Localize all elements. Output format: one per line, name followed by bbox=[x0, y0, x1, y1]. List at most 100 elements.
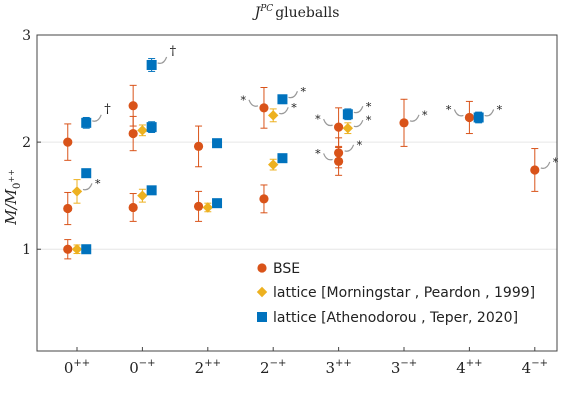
data-point bbox=[399, 118, 409, 128]
data-point bbox=[464, 112, 474, 123]
data-point bbox=[71, 244, 83, 255]
data-point bbox=[193, 141, 204, 152]
x-axis-ticks: 0++ 0−+ 2++ 2−+ 3++ 3−+ 4++ 4−+ bbox=[64, 347, 548, 377]
chart-title-rest: glueballs bbox=[275, 5, 339, 21]
chart-title-main: J bbox=[252, 5, 262, 21]
data-point bbox=[334, 122, 344, 132]
annotation-leader bbox=[540, 161, 551, 169]
y-axis-label-sub-superscript: ++ bbox=[7, 169, 16, 182]
annotation-mark: * bbox=[357, 139, 363, 152]
legend-item: lattice [Morningstar , Peardon , 1999] bbox=[256, 285, 535, 301]
annotation-leader bbox=[82, 183, 93, 191]
data-point bbox=[137, 125, 148, 136]
x-tick-label: 4++ bbox=[456, 358, 482, 377]
data-point bbox=[128, 128, 138, 139]
y-tick-label: 2 bbox=[22, 135, 31, 151]
data-point bbox=[193, 201, 204, 211]
grid-lines bbox=[37, 141, 557, 250]
legend: BSE lattice [Morningstar , Peardon , 1999… bbox=[256, 261, 535, 326]
legend-label: BSE bbox=[273, 261, 300, 277]
legend-marker bbox=[257, 312, 267, 322]
annotation-mark: * bbox=[553, 156, 559, 169]
data-point bbox=[63, 203, 73, 214]
annotation-leader bbox=[279, 107, 289, 115]
legend-marker bbox=[256, 286, 268, 298]
annotation-mark: † bbox=[104, 102, 111, 117]
data-points: **** * *****††** * bbox=[63, 44, 559, 260]
x-tick-label: 4−+ bbox=[522, 358, 548, 377]
annotation-mark: * bbox=[240, 94, 246, 107]
data-point bbox=[342, 109, 353, 120]
annotation-leader bbox=[409, 114, 420, 122]
data-point bbox=[202, 202, 213, 213]
y-tick-label: 3 bbox=[22, 28, 31, 44]
data-point bbox=[146, 59, 157, 70]
annotation-mark: * bbox=[291, 101, 297, 114]
annotation-leader bbox=[344, 144, 355, 152]
annotation-leader bbox=[353, 119, 364, 128]
x-tick-label: 0−+ bbox=[129, 358, 155, 377]
data-point bbox=[342, 122, 354, 134]
x-tick-label: 2−+ bbox=[260, 358, 286, 377]
x-tick-label: 2++ bbox=[195, 358, 221, 377]
data-point bbox=[63, 244, 73, 254]
annotation-leader bbox=[157, 56, 168, 64]
annotation-mark: † bbox=[170, 44, 177, 59]
annotation-leader bbox=[248, 99, 259, 107]
y-axis-label-subscript: 0 bbox=[12, 183, 23, 189]
legend-marker bbox=[257, 263, 267, 273]
chart-title: JPC glueballs bbox=[252, 4, 340, 21]
annotation-mark: * bbox=[315, 113, 321, 126]
data-point bbox=[137, 190, 148, 201]
annotation-leader bbox=[92, 114, 102, 122]
data-point bbox=[473, 112, 484, 123]
chart-title-superscript: PC bbox=[259, 4, 273, 14]
data-point bbox=[212, 198, 223, 209]
series-circle: **** * ** bbox=[63, 84, 559, 260]
data-point bbox=[259, 194, 269, 204]
annotation-leader bbox=[288, 91, 299, 99]
x-tick-label: 3++ bbox=[325, 358, 351, 377]
annotation-leader bbox=[353, 106, 364, 114]
y-axis-ticks: 1 2 3 bbox=[22, 28, 41, 258]
legend-item: lattice [Athenodorou , Teper, 2020] bbox=[257, 310, 518, 326]
data-point bbox=[530, 165, 540, 175]
annotation-mark: * bbox=[315, 147, 321, 160]
annotation-mark: * bbox=[366, 100, 372, 113]
legend-label: lattice [Athenodorou , Teper, 2020] bbox=[273, 310, 518, 326]
x-tick-label: 0++ bbox=[64, 358, 90, 377]
data-point bbox=[81, 168, 92, 179]
y-axis-label: M/M0++ bbox=[2, 169, 23, 226]
data-point bbox=[71, 186, 83, 197]
annotation-leader bbox=[484, 109, 495, 117]
annotation-mark: * bbox=[497, 103, 503, 116]
data-point bbox=[334, 148, 344, 158]
data-point bbox=[259, 103, 269, 113]
data-point bbox=[128, 101, 138, 111]
annotation-mark: * bbox=[366, 114, 372, 127]
series-diamond: *** bbox=[71, 101, 372, 255]
data-point bbox=[128, 202, 138, 213]
plot-area-frame bbox=[36, 34, 558, 352]
annotation-leader bbox=[323, 118, 333, 127]
data-point bbox=[268, 159, 279, 170]
data-point bbox=[277, 153, 288, 164]
data-point bbox=[277, 94, 288, 105]
annotation-mark: * bbox=[422, 109, 428, 122]
series-square: ††** * bbox=[81, 44, 503, 255]
y-axis-label-main: M/M bbox=[2, 188, 20, 225]
data-point bbox=[146, 122, 157, 133]
data-point bbox=[81, 244, 92, 255]
data-point bbox=[81, 117, 92, 128]
y-tick-label: 1 bbox=[22, 242, 31, 258]
legend-label: lattice [Morningstar , Peardon , 1999] bbox=[273, 285, 535, 301]
data-point bbox=[212, 138, 223, 149]
data-point bbox=[63, 137, 73, 147]
annotation-mark: * bbox=[446, 103, 452, 116]
data-point bbox=[146, 185, 157, 196]
annotation-mark: * bbox=[300, 85, 306, 98]
annotation-leader bbox=[453, 109, 464, 117]
data-point bbox=[268, 110, 279, 121]
annotation-mark: * bbox=[95, 177, 101, 190]
